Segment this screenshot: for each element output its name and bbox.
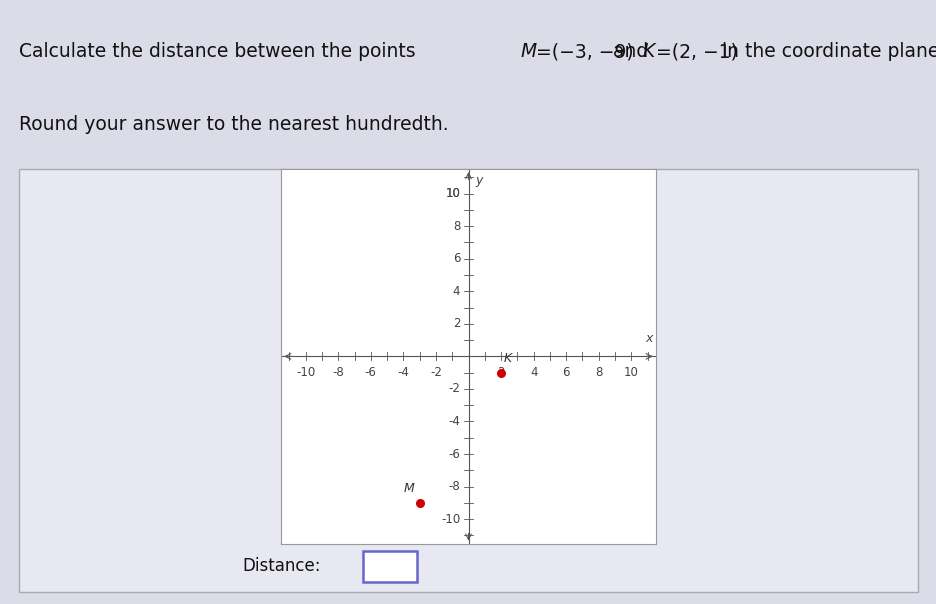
Text: y: y — [475, 174, 482, 187]
Text: and: and — [607, 42, 653, 61]
Text: =(−3, −9): =(−3, −9) — [535, 42, 633, 61]
Text: in the coordinate plane.: in the coordinate plane. — [715, 42, 936, 61]
Text: -8: -8 — [448, 480, 460, 493]
Text: K: K — [503, 352, 511, 364]
Text: -2: -2 — [430, 366, 442, 379]
Text: 8: 8 — [594, 366, 602, 379]
Text: -6: -6 — [448, 448, 460, 461]
Text: 4: 4 — [452, 284, 460, 298]
Text: -4: -4 — [448, 415, 460, 428]
Text: 2: 2 — [497, 366, 505, 379]
FancyBboxPatch shape — [362, 551, 417, 582]
Text: M: M — [519, 42, 535, 61]
Text: 6: 6 — [452, 252, 460, 265]
Text: 10: 10 — [445, 187, 460, 200]
Text: 6: 6 — [562, 366, 569, 379]
Text: -10: -10 — [441, 513, 460, 525]
Text: M: M — [403, 482, 415, 495]
Text: 8: 8 — [452, 220, 460, 233]
Text: Round your answer to the nearest hundredth.: Round your answer to the nearest hundred… — [19, 115, 448, 133]
Text: =(2, −1): =(2, −1) — [655, 42, 737, 61]
Text: -6: -6 — [364, 366, 376, 379]
Text: Distance:: Distance: — [242, 557, 321, 575]
Text: 4: 4 — [530, 366, 537, 379]
Text: -2: -2 — [448, 382, 460, 396]
Text: x: x — [644, 332, 651, 345]
Text: -10: -10 — [296, 366, 315, 379]
Text: 10: 10 — [623, 366, 638, 379]
Text: 10: 10 — [445, 187, 460, 200]
Text: -8: -8 — [332, 366, 344, 379]
Text: Calculate the distance between the points: Calculate the distance between the point… — [19, 42, 421, 61]
Text: 2: 2 — [452, 317, 460, 330]
Text: K: K — [642, 42, 654, 61]
Text: -4: -4 — [397, 366, 409, 379]
